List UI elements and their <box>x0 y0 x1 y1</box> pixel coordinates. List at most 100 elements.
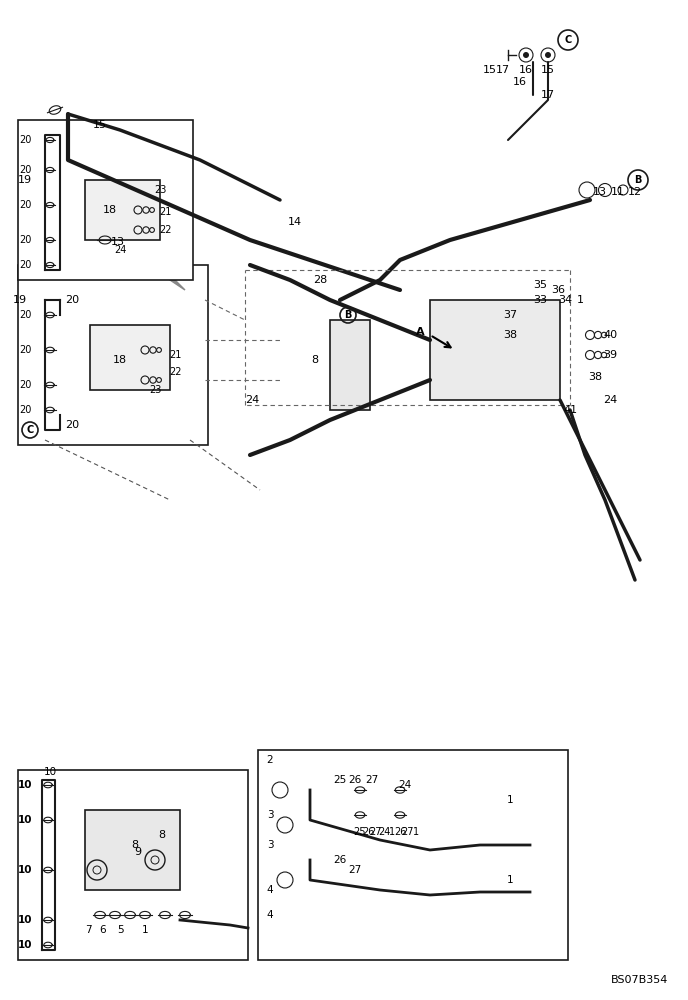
Text: 1: 1 <box>577 295 583 305</box>
Circle shape <box>523 52 529 58</box>
Text: 2: 2 <box>267 755 273 765</box>
Text: 34: 34 <box>558 295 572 305</box>
Bar <box>18 770 248 960</box>
Text: 19: 19 <box>18 175 32 185</box>
Text: C: C <box>564 35 572 45</box>
Text: 17: 17 <box>496 65 510 75</box>
Text: 15: 15 <box>93 120 107 130</box>
Text: 28: 28 <box>313 275 327 285</box>
Bar <box>90 325 170 390</box>
Text: 27: 27 <box>402 827 414 837</box>
Text: 4: 4 <box>267 910 273 920</box>
Text: 35: 35 <box>533 280 547 290</box>
Text: 37: 37 <box>503 310 517 320</box>
Text: 18: 18 <box>113 355 127 365</box>
Text: 15: 15 <box>541 65 555 75</box>
Text: 16: 16 <box>519 65 533 75</box>
Text: B: B <box>344 310 352 320</box>
Bar <box>330 320 370 410</box>
Text: 20: 20 <box>19 345 31 355</box>
Text: 27: 27 <box>369 827 383 837</box>
Text: C: C <box>26 425 34 435</box>
Text: 38: 38 <box>503 330 517 340</box>
Text: 10: 10 <box>18 815 32 825</box>
Text: 25: 25 <box>354 827 366 837</box>
Text: 20: 20 <box>19 135 31 145</box>
Text: 38: 38 <box>588 372 602 382</box>
Text: 7: 7 <box>85 925 92 935</box>
Bar <box>85 810 180 890</box>
Text: 1: 1 <box>506 875 513 885</box>
Bar <box>430 300 560 400</box>
Text: 24: 24 <box>603 395 617 405</box>
Text: 24: 24 <box>378 827 390 837</box>
Text: 12: 12 <box>628 187 642 197</box>
Text: A: A <box>416 327 424 337</box>
Text: 15: 15 <box>483 65 497 75</box>
Text: 5: 5 <box>117 925 123 935</box>
Text: 23: 23 <box>149 385 161 395</box>
Text: 26: 26 <box>334 855 347 865</box>
Text: 3: 3 <box>267 840 273 850</box>
Text: 22: 22 <box>169 367 181 377</box>
Text: 33: 33 <box>533 295 547 305</box>
Text: 22: 22 <box>159 225 171 235</box>
Text: 39: 39 <box>603 350 617 360</box>
Text: 26: 26 <box>348 775 362 785</box>
Bar <box>18 265 208 445</box>
Text: 4: 4 <box>267 885 273 895</box>
Text: 13: 13 <box>111 237 125 247</box>
Text: BS07B354: BS07B354 <box>612 975 669 985</box>
Text: 19: 19 <box>13 295 27 305</box>
Text: 8: 8 <box>131 840 138 850</box>
Text: 27: 27 <box>348 865 362 875</box>
Text: 1: 1 <box>389 827 395 837</box>
Text: B: B <box>634 175 642 185</box>
Text: 20: 20 <box>19 310 31 320</box>
Polygon shape <box>155 250 185 290</box>
Text: 10: 10 <box>18 915 32 925</box>
Text: 1: 1 <box>506 795 513 805</box>
Bar <box>258 750 568 960</box>
Text: 24: 24 <box>245 395 259 405</box>
Text: 20: 20 <box>19 200 31 210</box>
Text: 24: 24 <box>114 245 126 255</box>
Text: 23: 23 <box>154 185 166 195</box>
Text: 18: 18 <box>103 205 117 215</box>
Text: 24: 24 <box>398 780 411 790</box>
Text: 20: 20 <box>19 260 31 270</box>
Text: 20: 20 <box>19 235 31 245</box>
Text: 8: 8 <box>312 355 319 365</box>
Text: 20: 20 <box>19 405 31 415</box>
Text: 27: 27 <box>365 775 378 785</box>
Text: 20: 20 <box>19 165 31 175</box>
Text: 26: 26 <box>394 827 406 837</box>
Text: 36: 36 <box>551 285 565 295</box>
Bar <box>18 120 193 280</box>
Text: 21: 21 <box>169 350 181 360</box>
Text: 25: 25 <box>334 775 347 785</box>
Text: 9: 9 <box>134 847 142 857</box>
Text: 6: 6 <box>100 925 107 935</box>
Bar <box>85 180 160 240</box>
Text: 20: 20 <box>65 420 79 430</box>
Text: 10: 10 <box>43 767 56 777</box>
Text: 10: 10 <box>18 780 32 790</box>
Text: 41: 41 <box>563 405 577 415</box>
Text: 3: 3 <box>267 810 273 820</box>
Text: 16: 16 <box>513 77 527 87</box>
Text: 40: 40 <box>603 330 617 340</box>
Text: 8: 8 <box>158 830 166 840</box>
Text: 1: 1 <box>142 925 149 935</box>
Text: 1: 1 <box>413 827 419 837</box>
Text: 10: 10 <box>18 865 32 875</box>
Text: 11: 11 <box>611 187 625 197</box>
Text: 20: 20 <box>65 295 79 305</box>
Text: 20: 20 <box>19 380 31 390</box>
Circle shape <box>545 52 551 58</box>
Text: 21: 21 <box>159 207 171 217</box>
Text: 17: 17 <box>541 90 555 100</box>
Text: 10: 10 <box>18 940 32 950</box>
Text: 14: 14 <box>288 217 302 227</box>
Text: 13: 13 <box>593 187 607 197</box>
